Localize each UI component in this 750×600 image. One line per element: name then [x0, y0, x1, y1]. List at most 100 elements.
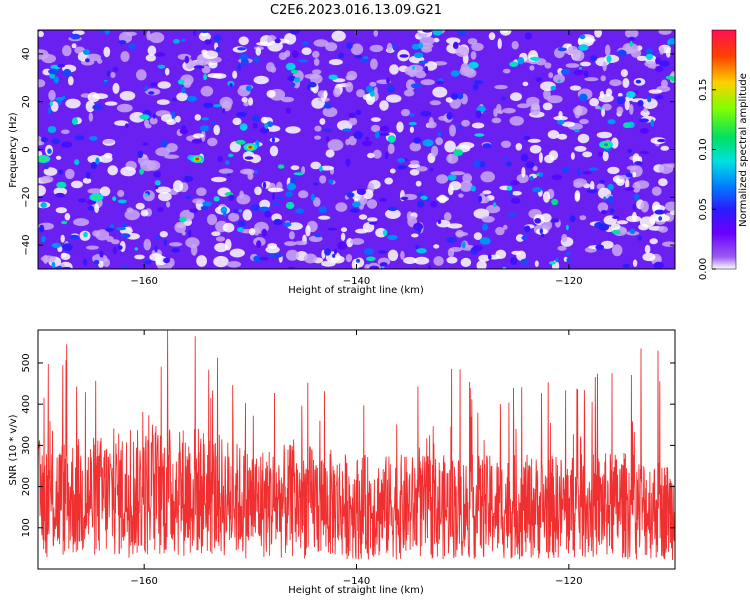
heatmap-cell	[414, 256, 430, 265]
heatmap-cell	[647, 95, 652, 103]
heatmap-cell	[196, 187, 207, 196]
heatmap-cell	[636, 55, 648, 62]
heatmap-cell	[384, 177, 394, 185]
heatmap-cell	[443, 212, 452, 222]
heatmap-cell	[203, 102, 214, 109]
heatmap-cell	[600, 240, 614, 249]
heatmap-cell	[87, 92, 100, 103]
heatmap-cell	[267, 243, 278, 249]
heatmap-cell	[244, 156, 254, 160]
heatmap-cell	[616, 106, 624, 115]
heatmap-cell	[71, 43, 77, 49]
heatmap-cell	[408, 121, 417, 126]
heatmap-cell	[85, 58, 90, 63]
heatmap-cell	[422, 139, 434, 147]
heatmap-cell	[387, 143, 395, 155]
heatmap-cell	[348, 135, 357, 146]
heatmap-cell	[566, 258, 573, 262]
heatmap-cell	[419, 36, 435, 46]
heatmap-cell	[214, 242, 229, 253]
heatmap-cell	[478, 195, 483, 203]
heatmap-cell	[175, 115, 181, 123]
heatmap-cell	[579, 118, 589, 125]
heatmap-cell	[379, 132, 390, 136]
heatmap-cell	[237, 220, 246, 227]
heatmap-cell	[544, 62, 552, 69]
heatmap-cell	[643, 107, 648, 113]
heatmap-cell	[237, 63, 242, 72]
heatmap-cell	[155, 52, 166, 57]
heatmap-panel: −160 −140 −120 −40 −20 0 20 40 Height of strai…	[8, 29, 676, 296]
heatmap-cell	[253, 75, 269, 85]
heatmap-cell	[121, 223, 128, 228]
heatmap-cell	[655, 65, 664, 72]
heatmap-cell	[650, 119, 655, 127]
heatmap-cell	[457, 125, 462, 129]
heatmap-cell	[274, 38, 281, 44]
heatmap-cell	[547, 95, 563, 104]
heatmap-cell	[492, 202, 497, 208]
heatmap-cell	[629, 40, 633, 47]
heatmap-cell	[648, 89, 663, 94]
heatmap-cell	[88, 112, 94, 122]
heatmap-cell	[226, 261, 242, 268]
heatmap-cell	[589, 98, 599, 107]
heatmap-cell	[430, 200, 438, 208]
heatmap-cell	[497, 38, 502, 50]
heatmap-cell	[62, 45, 72, 57]
heatmap-cell	[252, 115, 260, 122]
heatmap-cell	[389, 168, 396, 174]
heatmap-cell	[415, 245, 420, 250]
heatmap-cell	[92, 104, 103, 111]
heatmap-cell	[155, 255, 168, 266]
heatmap-cell	[192, 198, 205, 205]
heatmap-cell	[143, 238, 152, 251]
heatmap-cell	[594, 30, 602, 38]
heatmap-cell	[83, 231, 88, 238]
heatmap-cell	[577, 133, 590, 144]
heatmap-cell	[228, 212, 240, 222]
heatmap-cell	[667, 39, 671, 46]
heatmap-cell	[632, 203, 636, 211]
heatmap-cell	[177, 79, 185, 85]
heatmap-cell	[150, 82, 158, 87]
heatmap-cell	[202, 201, 213, 207]
snr-x-ticks: −160 −140 −120	[130, 330, 583, 587]
y-tick-label: 40	[21, 48, 32, 61]
heatmap-cell	[551, 218, 560, 223]
heatmap-cell	[607, 196, 614, 204]
heatmap-cell	[345, 254, 353, 263]
heatmap-cell	[277, 164, 285, 169]
heatmap-cell	[400, 108, 411, 117]
heatmap-cell	[149, 32, 165, 44]
heatmap-cell	[48, 68, 60, 75]
heatmap-cell	[217, 155, 224, 162]
heatmap-cell	[599, 106, 603, 111]
heatmap-cell	[38, 79, 46, 88]
heatmap-cell	[284, 50, 291, 58]
heatmap-cell	[488, 32, 496, 41]
heatmap-cell	[570, 152, 575, 160]
heatmap-cell	[573, 182, 584, 188]
heatmap-cell	[266, 121, 274, 127]
heatmap-cell	[120, 233, 131, 239]
heatmap-cell	[99, 30, 104, 34]
heatmap-cell	[622, 78, 630, 88]
heatmap-cell	[530, 103, 541, 116]
heatmap-cell	[366, 256, 376, 262]
heatmap-cell	[548, 261, 556, 265]
heatmap-cell	[293, 172, 305, 176]
heatmap-cell	[104, 101, 118, 106]
heatmap-cell	[194, 114, 202, 121]
heatmap-cell	[310, 161, 322, 170]
heatmap-cell	[429, 100, 441, 106]
heatmap-cell	[524, 225, 531, 233]
heatmap-cell	[70, 180, 83, 189]
heatmap-cell	[379, 100, 389, 111]
heatmap-cell	[365, 136, 370, 141]
heatmap-cell	[86, 53, 102, 62]
heatmap-cell	[410, 83, 422, 89]
heatmap-cell	[436, 80, 444, 85]
heatmap-cell	[632, 171, 637, 178]
heatmap-cell	[49, 101, 53, 107]
